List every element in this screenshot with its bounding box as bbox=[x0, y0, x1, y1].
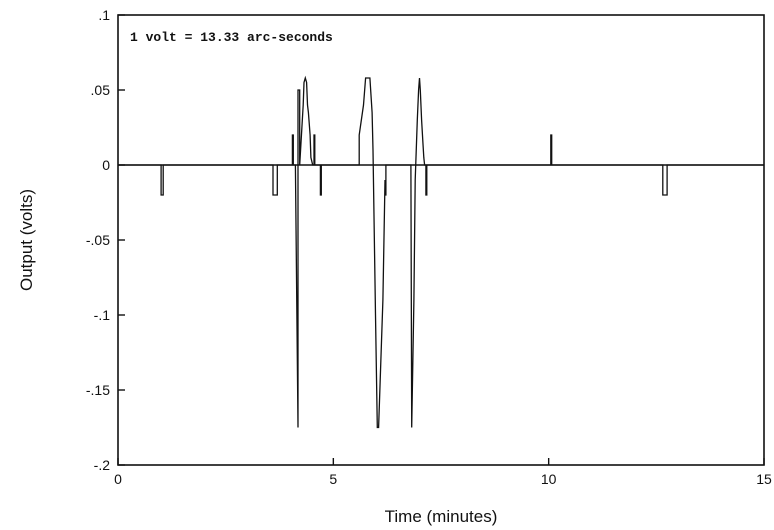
y-tick-label: 0 bbox=[102, 157, 110, 173]
y-tick-label: -.2 bbox=[94, 457, 111, 473]
axis-ticks bbox=[117, 14, 765, 466]
x-tick-label: 5 bbox=[329, 471, 337, 487]
plot-frame bbox=[117, 14, 765, 466]
annotation-text: 1 volt = 13.33 arc-seconds bbox=[130, 30, 333, 45]
x-tick-label: 15 bbox=[756, 471, 772, 487]
y-tick-label: -.1 bbox=[94, 307, 111, 323]
x-axis-title: Time (minutes) bbox=[385, 507, 498, 526]
data-series-line bbox=[118, 75, 764, 429]
y-tick-label: .05 bbox=[91, 82, 111, 98]
y-tick-label: -.05 bbox=[86, 232, 110, 248]
y-tick-label: .1 bbox=[98, 7, 110, 23]
y-axis-title: Output (volts) bbox=[17, 189, 36, 291]
x-tick-label: 0 bbox=[114, 471, 122, 487]
y-tick-label: -.15 bbox=[86, 382, 110, 398]
axis-tick-labels: 0 5 10 15 .1 .05 0 -.05 -.1 -.15 -.2 bbox=[86, 7, 772, 487]
x-tick-label: 10 bbox=[541, 471, 557, 487]
